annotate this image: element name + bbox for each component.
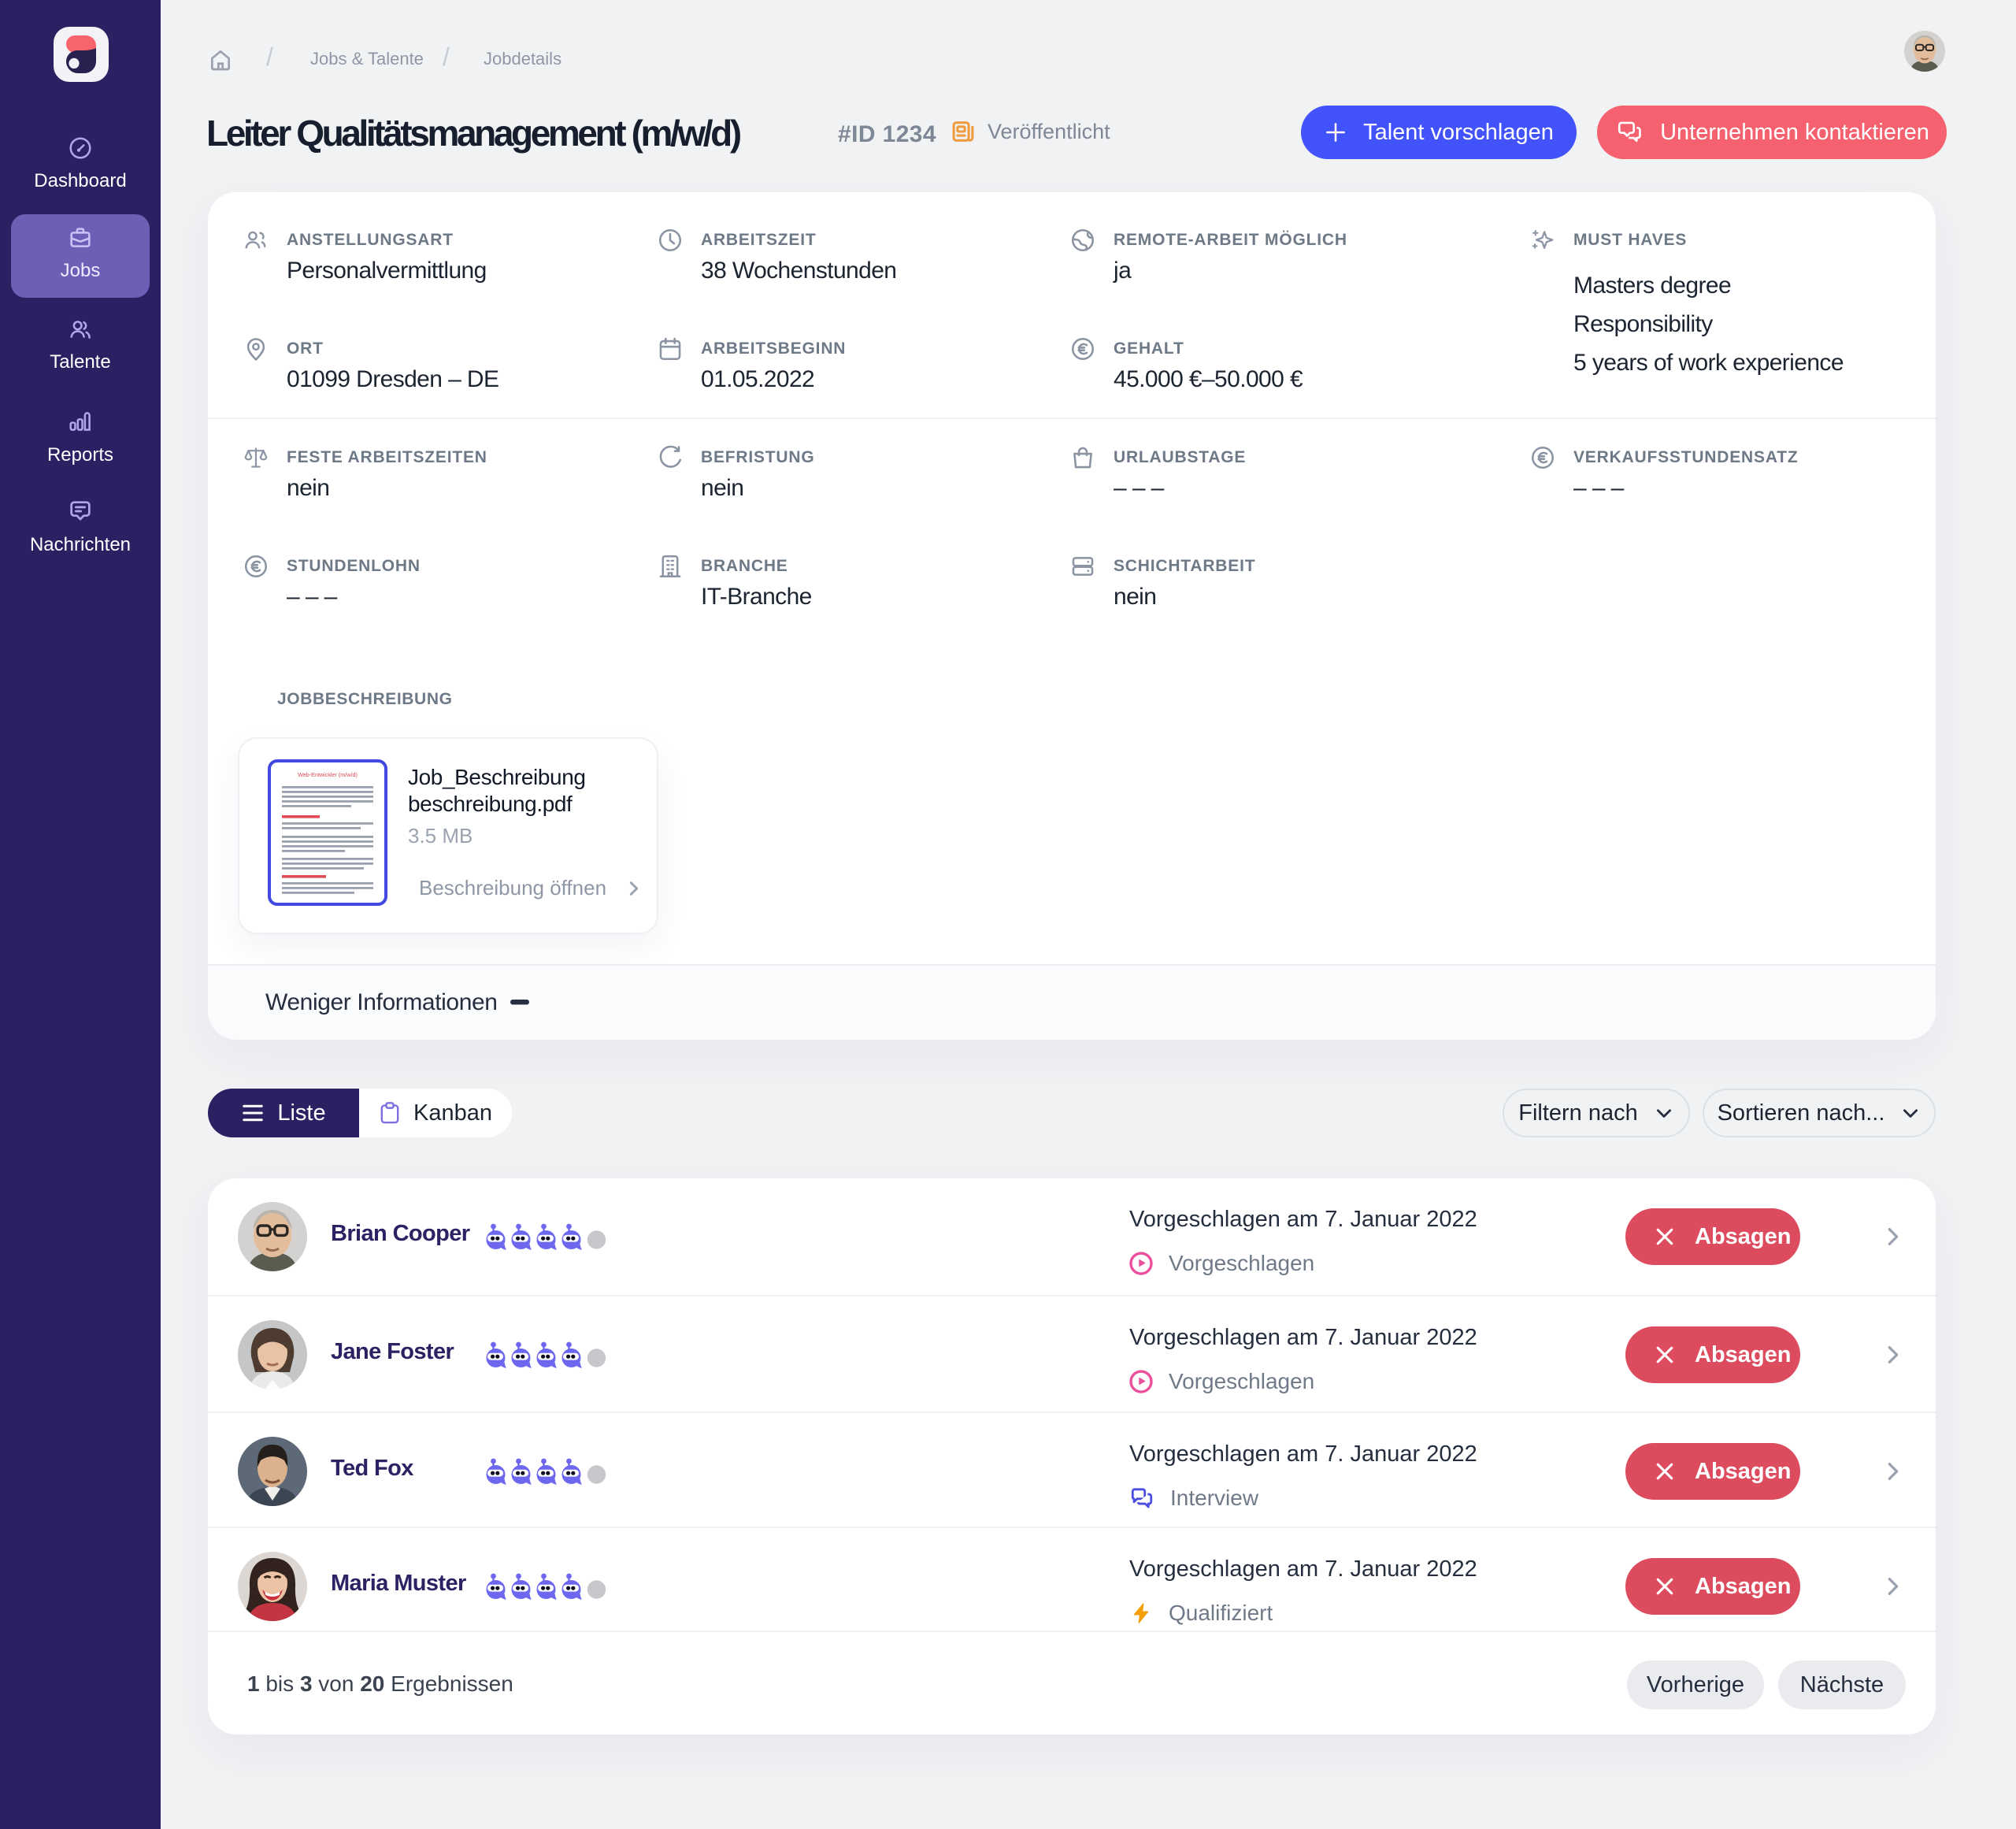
svg-text:Web-Entwickler (m/w/d): Web-Entwickler (m/w/d) (298, 771, 358, 778)
